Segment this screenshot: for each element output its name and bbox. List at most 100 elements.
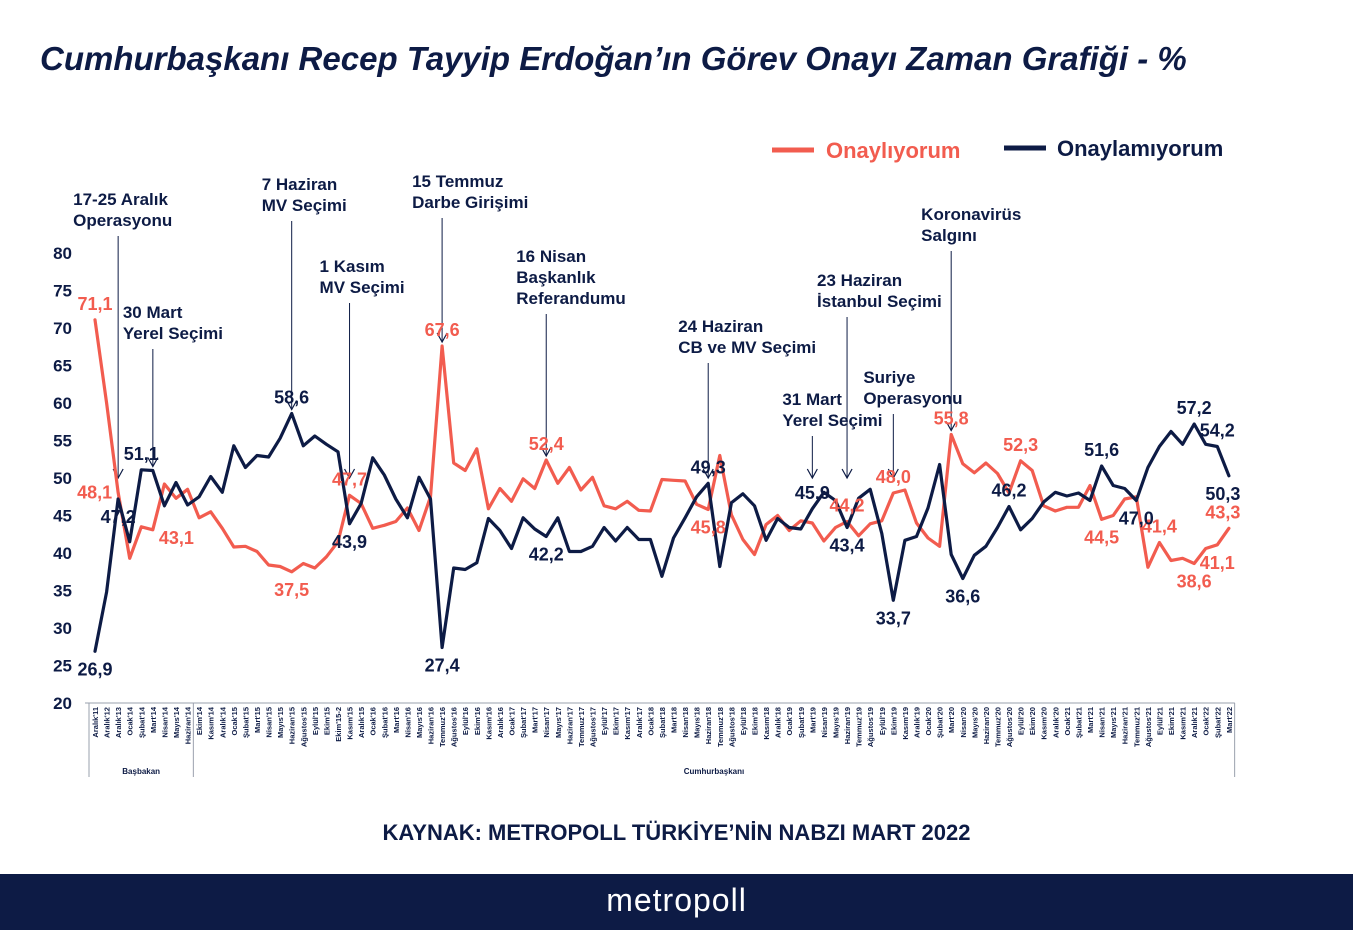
y-tick-label: 30 bbox=[53, 619, 72, 638]
x-tick-label: Haziran'19 bbox=[843, 707, 852, 744]
annotation-text: 23 Haziran bbox=[817, 271, 902, 290]
x-tick-label: Nisan'19 bbox=[820, 707, 829, 738]
x-tick-label: Temmuz'20 bbox=[993, 707, 1002, 747]
x-tick-label: Aralık'17 bbox=[635, 707, 644, 738]
x-tick-label: Haziran'20 bbox=[982, 707, 991, 744]
x-tick-label: Kasım'15 bbox=[346, 707, 355, 740]
y-tick-label: 50 bbox=[53, 469, 72, 488]
x-tick-label: Mart'21 bbox=[1086, 707, 1095, 733]
event-annotations: 17-25 Aralık Operasyonu 30 Mart Yerel Seçim… bbox=[73, 172, 1021, 480]
y-tick-label: 45 bbox=[53, 507, 72, 526]
annotation-text: Koronavirüs bbox=[921, 205, 1021, 224]
annotation-text: Operasyonu bbox=[73, 211, 172, 230]
x-tick-label: Ocak'19 bbox=[785, 707, 794, 735]
annotation-arrow-head bbox=[147, 457, 159, 468]
x-tick-label: Şubat'20 bbox=[936, 707, 945, 738]
x-tick-label: Ocak'14 bbox=[126, 706, 135, 735]
x-tick-label: Ekim'15-2 bbox=[334, 707, 343, 742]
x-tick-label: Ekim'19 bbox=[889, 707, 898, 735]
x-tick-label: Ekim'14 bbox=[195, 706, 204, 735]
x-tick-label: Şubat'22 bbox=[1213, 707, 1222, 738]
x-tick-label: Nisan'21 bbox=[1098, 707, 1107, 738]
period-label: Cumhurbaşkanı bbox=[684, 767, 744, 776]
x-tick-label: Şubat'21 bbox=[1074, 707, 1083, 738]
x-tick-label: Aralık'15 bbox=[357, 707, 366, 738]
disapprove-value-label: 43,9 bbox=[332, 532, 367, 552]
annotation-text: Operasyonu bbox=[863, 389, 962, 408]
x-tick-label: Ocak'16 bbox=[369, 707, 378, 735]
x-tick-label: Nisan'14 bbox=[160, 706, 169, 737]
disapprove-value-label: 45,9 bbox=[795, 483, 830, 503]
x-tick-label: Aralık'18 bbox=[774, 707, 783, 738]
x-tick-label: Temmuz'17 bbox=[577, 707, 586, 747]
approve-value-label: 55,8 bbox=[934, 409, 969, 429]
annotation-text: Yerel Seçimi bbox=[123, 324, 223, 343]
approve-value-label: 45,8 bbox=[691, 518, 726, 538]
x-tick-label: Ağustos'15 bbox=[299, 707, 308, 747]
legend-disapprove-label: Onaylamıyorum bbox=[1057, 136, 1223, 161]
x-tick-label: Temmuz'21 bbox=[1132, 707, 1141, 747]
annotation-text: Suriye bbox=[863, 368, 915, 387]
approve-value-label: 71,1 bbox=[77, 294, 112, 314]
annotation-text: 24 Haziran bbox=[678, 317, 763, 336]
x-tick-label: Mart'16 bbox=[392, 707, 401, 733]
x-tick-label: Aralık'20 bbox=[1051, 707, 1060, 738]
x-tick-label: Ağustos'20 bbox=[1005, 707, 1014, 747]
annotation-text: 17-25 Aralık bbox=[73, 190, 168, 209]
x-tick-label: Mayıs'14 bbox=[172, 706, 181, 738]
x-tick-label: Aralık'19 bbox=[912, 707, 921, 738]
x-tick-label: Mart'22 bbox=[1225, 707, 1234, 733]
approve-value-label: 52,4 bbox=[529, 434, 564, 454]
annotation-text: MV Seçimi bbox=[262, 196, 347, 215]
axes: 20 25 30 35 40 45 50 55 60 65 70 75 80 Başbakan Cumhur… bbox=[53, 244, 1236, 777]
x-tick-label: Eylül'19 bbox=[878, 707, 887, 735]
disapprove-value-label: 50,3 bbox=[1205, 484, 1240, 504]
disapprove-value-label: 36,6 bbox=[945, 587, 980, 607]
x-tick-label: Ocak'21 bbox=[1063, 707, 1072, 735]
x-tick-label: Mayıs'21 bbox=[1109, 707, 1118, 738]
approve-value-label: 48,1 bbox=[77, 482, 112, 502]
disapprove-value-label: 51,6 bbox=[1084, 440, 1119, 460]
annotation-text: 30 Mart bbox=[123, 303, 183, 322]
approve-value-label: 67,6 bbox=[425, 320, 460, 340]
approve-value-label: 38,6 bbox=[1177, 572, 1212, 592]
x-tick-label: Ocak'20 bbox=[924, 707, 933, 735]
annotation-text: Darbe Girişimi bbox=[412, 193, 528, 212]
x-tick-label: Nisan'17 bbox=[542, 707, 551, 738]
x-tick-label: Haziran'14 bbox=[184, 706, 193, 744]
disapprove-value-label: 27,4 bbox=[425, 656, 460, 676]
annotation-text: Yerel Seçimi bbox=[782, 411, 882, 430]
x-tick-label: Aralık'16 bbox=[496, 707, 505, 738]
x-tick-label: Mart'17 bbox=[531, 707, 540, 733]
x-tick-label: Mart'19 bbox=[808, 707, 817, 733]
x-tick-label: Kasım'19 bbox=[901, 707, 910, 740]
x-tick-label: Şubat'15 bbox=[241, 707, 250, 738]
y-tick-label: 25 bbox=[53, 657, 72, 676]
y-tick-label: 75 bbox=[53, 282, 72, 301]
approve-value-label: 41,1 bbox=[1200, 553, 1235, 573]
annotation-text: CB ve MV Seçimi bbox=[678, 338, 816, 357]
x-tick-label: Temmuz'18 bbox=[716, 707, 725, 747]
x-tick-label: Haziran'21 bbox=[1121, 707, 1130, 744]
disapprove-value-label: 57,2 bbox=[1177, 398, 1212, 418]
disapprove-series-line bbox=[93, 411, 1231, 653]
annotation-arrow-head bbox=[841, 468, 853, 480]
annotation-arrow-head bbox=[887, 468, 899, 480]
annotation-text: Referandumu bbox=[516, 289, 626, 308]
approve-value-label: 37,5 bbox=[274, 580, 309, 600]
x-tick-label: Ocak'15 bbox=[230, 707, 239, 735]
approve-value-label: 43,3 bbox=[1205, 502, 1240, 522]
disapprove-value-label: 33,7 bbox=[876, 608, 911, 628]
x-tick-label: Ağustos'16 bbox=[450, 707, 459, 747]
x-tick-label: Mart'14 bbox=[149, 706, 158, 733]
annotation-text: Salgını bbox=[921, 226, 977, 245]
x-tick-label: Aralık'14 bbox=[218, 706, 227, 738]
x-tick-label: Mayıs'15 bbox=[276, 707, 285, 738]
annotation-text: 31 Mart bbox=[782, 390, 842, 409]
annotation-arrow-head bbox=[344, 468, 356, 480]
annotation-text: 16 Nisan bbox=[516, 247, 586, 266]
x-tick-label: Ekim'21 bbox=[1167, 707, 1176, 735]
y-tick-label: 55 bbox=[53, 432, 72, 451]
x-tick-label: Temmuz'19 bbox=[855, 707, 864, 747]
